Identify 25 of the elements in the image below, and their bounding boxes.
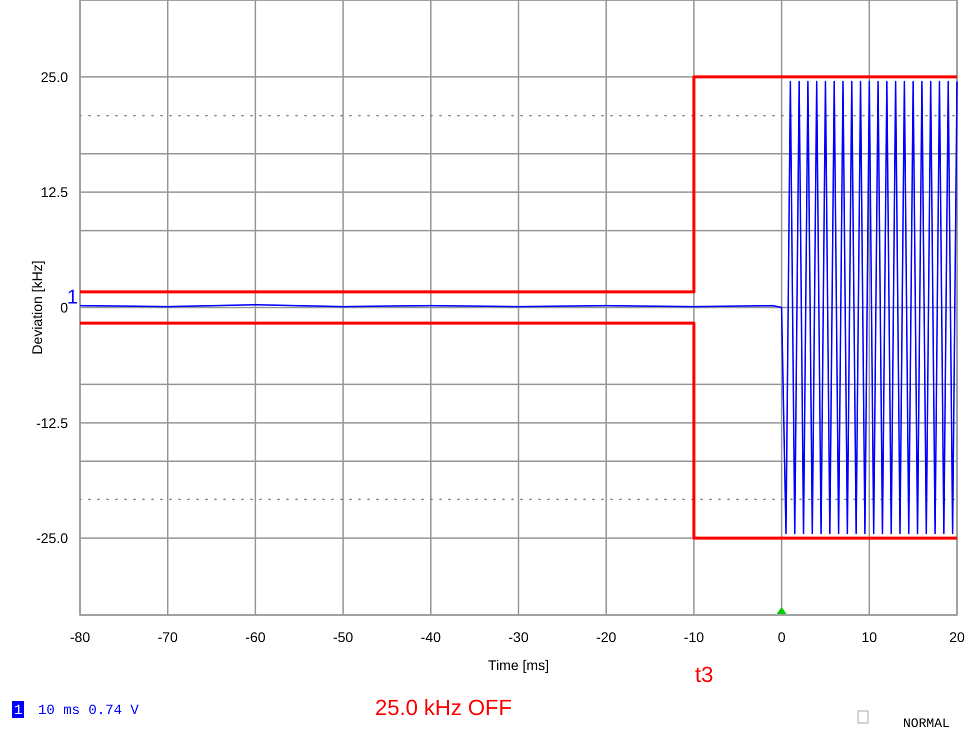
x-tick-label: 20 (949, 629, 965, 645)
x-tick-label: -10 (684, 629, 704, 645)
x-tick-label: -70 (158, 629, 178, 645)
annotation: 1 (66, 286, 78, 308)
x-tick-label: 0 (778, 629, 786, 645)
x-tick-label: 10 (862, 629, 878, 645)
x-tick-label: -60 (245, 629, 266, 645)
x-tick-label: -30 (508, 629, 529, 645)
x-tick-label: -50 (332, 629, 354, 645)
y-tick-label: -12.5 (36, 414, 68, 431)
y-axis-title: Deviation [kHz] (29, 260, 45, 355)
y-tick-label: -25.0 (36, 530, 68, 546)
text: t3 (695, 662, 714, 687)
x-axis-title: Time [ms] (488, 657, 549, 673)
text: 25.0 kHz OFF (375, 695, 512, 720)
text: 10 ms 0.74 V (38, 703, 140, 719)
line-series (79, 80, 958, 534)
y-tick-label: 0 (60, 300, 68, 316)
text: 1 (14, 703, 22, 719)
x-tick-label: -80 (70, 629, 90, 645)
y-tick-label: 12.5 (40, 184, 68, 200)
x-tick-label: -40 (420, 629, 442, 645)
x-tick-label: -20 (596, 629, 617, 645)
text: NORMAL (903, 716, 950, 730)
y-tick-label: 25.0 (40, 68, 68, 85)
